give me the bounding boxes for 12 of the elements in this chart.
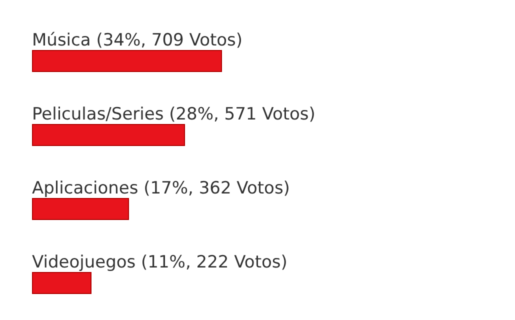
y-tick-label: Videojuegos [32,252,136,272]
bar [32,198,130,220]
data-label: (34%, 709 Votos) [96,30,243,50]
y-tick-label: Música [32,30,91,50]
bar [32,50,222,72]
data-label: (11%, 222 Votos) [141,252,288,272]
y-tick-label: Peliculas/Series [32,104,164,124]
data-label: (17%, 362 Votos) [144,178,290,198]
y-tick-label: Aplicaciones [32,178,138,198]
bar [32,272,92,294]
data-label: (28%, 571 Votos) [169,104,316,124]
bar [32,124,186,146]
